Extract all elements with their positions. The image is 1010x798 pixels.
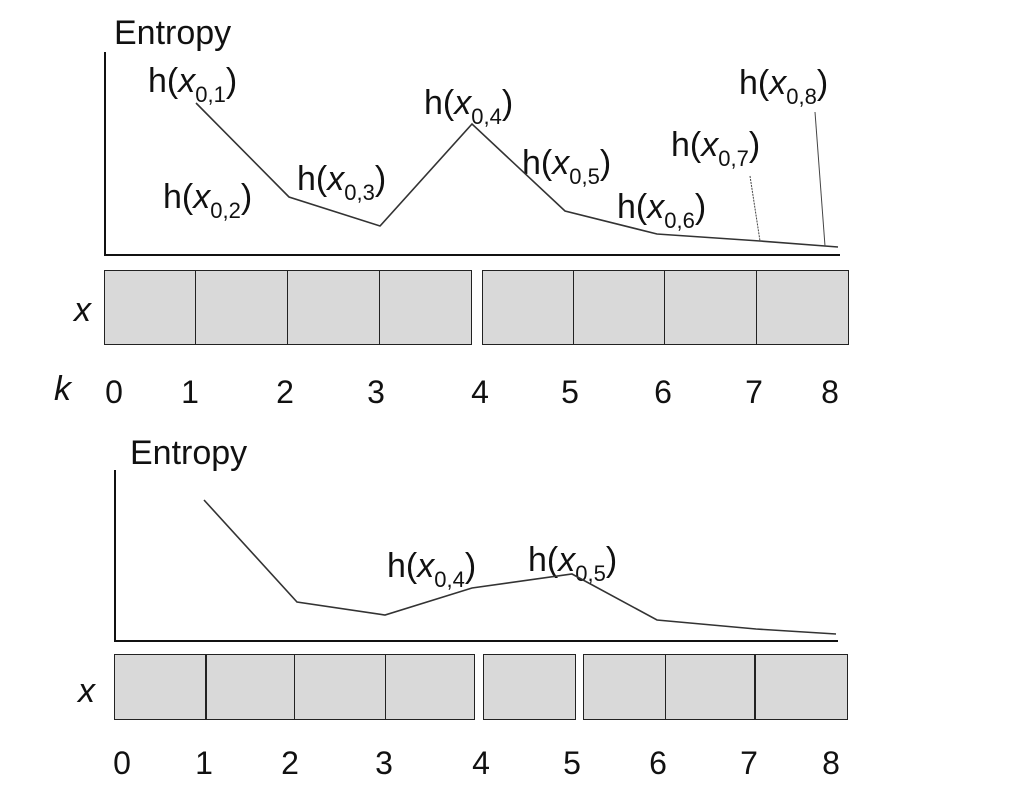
top-entropy-curve bbox=[195, 102, 839, 248]
top-cell bbox=[379, 270, 472, 345]
top-row-label-x: x bbox=[74, 291, 91, 329]
top-h-label-2: h(x0,2) bbox=[163, 178, 253, 223]
top-h-label-3: h(x0,3) bbox=[297, 160, 387, 205]
bottom-tick-6: 6 bbox=[649, 745, 667, 781]
top-y-axis bbox=[104, 52, 106, 256]
top-tick-5: 5 bbox=[561, 374, 579, 410]
top-cell bbox=[482, 270, 575, 345]
top-tick-0: 0 bbox=[105, 374, 123, 410]
top-cell bbox=[104, 270, 197, 345]
top-h-label-5: h(x0,5) bbox=[522, 144, 612, 189]
bottom-cell bbox=[483, 654, 576, 720]
bottom-entropy-curve bbox=[203, 499, 837, 635]
top-cell bbox=[573, 270, 666, 345]
bottom-row-label-x: x bbox=[78, 672, 95, 710]
top-cell bbox=[664, 270, 758, 345]
bottom-y-axis-label: Entropy bbox=[130, 434, 248, 472]
top-tick-6: 6 bbox=[654, 374, 672, 410]
top-y-axis-label: Entropy bbox=[114, 14, 232, 52]
bottom-cell bbox=[205, 654, 296, 720]
top-tick-7: 7 bbox=[745, 374, 763, 410]
bottom-tick-2: 2 bbox=[281, 745, 299, 781]
bottom-cell bbox=[385, 654, 475, 720]
top-h-label-6: h(x0,6) bbox=[617, 188, 707, 233]
top-cell bbox=[195, 270, 289, 345]
top-tick-1: 1 bbox=[181, 374, 199, 410]
top-tick-8: 8 bbox=[821, 374, 839, 410]
bottom-tick-4: 4 bbox=[472, 745, 490, 781]
top-x-axis bbox=[104, 254, 840, 256]
bottom-x-axis bbox=[114, 640, 838, 642]
top-tick-2: 2 bbox=[276, 374, 294, 410]
bottom-tick-7: 7 bbox=[740, 745, 758, 781]
top-cell bbox=[287, 270, 381, 345]
top-leader-line-7 bbox=[749, 175, 761, 242]
bottom-cell bbox=[583, 654, 667, 720]
bottom-cell bbox=[754, 654, 848, 720]
bottom-y-axis bbox=[114, 470, 116, 642]
top-h-label-1: h(x0,1) bbox=[148, 62, 238, 107]
top-cell bbox=[756, 270, 849, 345]
bottom-h-label-5: h(x0,5) bbox=[528, 541, 618, 586]
top-h-label-4: h(x0,4) bbox=[424, 84, 514, 129]
top-leader-line-8 bbox=[814, 111, 826, 247]
bottom-h-label-4: h(x0,4) bbox=[387, 547, 477, 592]
bottom-tick-5: 5 bbox=[563, 745, 581, 781]
bottom-tick-8: 8 bbox=[822, 745, 840, 781]
top-h-label-8: h(x0,8) bbox=[739, 64, 829, 109]
bottom-tick-3: 3 bbox=[375, 745, 393, 781]
top-index-label-k: k bbox=[54, 370, 71, 408]
top-tick-3: 3 bbox=[367, 374, 385, 410]
top-tick-4: 4 bbox=[471, 374, 489, 410]
bottom-tick-0: 0 bbox=[113, 745, 131, 781]
top-h-label-7: h(x0,7) bbox=[671, 126, 761, 171]
bottom-tick-1: 1 bbox=[195, 745, 213, 781]
bottom-cell bbox=[114, 654, 207, 720]
